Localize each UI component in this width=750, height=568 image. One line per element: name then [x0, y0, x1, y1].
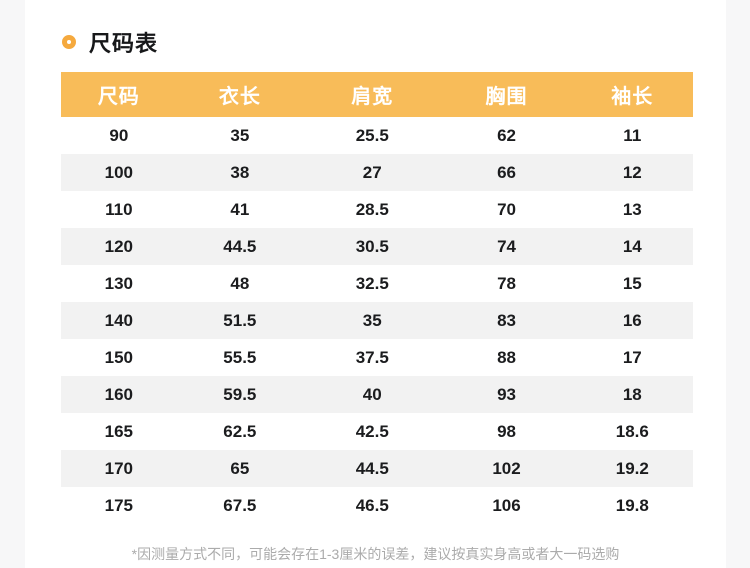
size-table: 尺码 衣长 肩宽 胸围 袖长 90 35 25.5 62 11 100 38 27 66 12 110 41 2… — [61, 72, 693, 524]
table-cell: 17 — [622, 347, 642, 367]
table-cell: 88 — [497, 347, 516, 367]
table-cell: 65 — [230, 458, 250, 478]
table-cell: 42.5 — [355, 421, 389, 441]
table-cell: 12 — [622, 162, 642, 182]
column-header: 袖长 — [611, 86, 654, 108]
table-cell: 55.5 — [223, 347, 257, 367]
measurement-note: *因测量方式不同，可能会存在1-3厘米的误差，建议按真实身高或者大一码选购 — [131, 546, 620, 562]
table-cell: 25.5 — [355, 125, 389, 145]
table-cell: 44.5 — [355, 458, 389, 478]
table-cell: 93 — [497, 384, 516, 404]
table-row: 160 59.5 40 93 18 — [61, 376, 693, 413]
table-cell: 16 — [622, 310, 642, 330]
column-header: 肩宽 — [351, 86, 394, 108]
table-cell: 30.5 — [355, 236, 389, 256]
table-row: 120 44.5 30.5 74 14 — [61, 228, 693, 265]
table-cell: 165 — [104, 421, 133, 441]
table-cell: 35 — [362, 310, 382, 330]
table-cell: 59.5 — [223, 384, 257, 404]
table-cell: 11 — [623, 125, 642, 145]
table-cell: 35 — [230, 125, 250, 145]
table-cell: 37.5 — [355, 347, 389, 367]
table-cell: 18 — [622, 384, 642, 404]
table-cell: 120 — [104, 236, 133, 256]
table-cell: 41 — [230, 199, 250, 219]
table-row: 140 51.5 35 83 16 — [61, 302, 693, 339]
table-row: 100 38 27 66 12 — [61, 154, 693, 191]
table-row: 175 67.5 46.5 106 19.8 — [61, 487, 693, 524]
table-cell: 83 — [497, 310, 516, 330]
table-cell: 170 — [104, 458, 133, 478]
table-cell: 38 — [230, 162, 250, 182]
table-cell: 90 — [109, 125, 129, 145]
table-cell: 175 — [104, 495, 133, 515]
column-header: 衣长 — [218, 86, 261, 108]
table-cell: 48 — [230, 273, 250, 293]
section-marker-icon — [62, 35, 76, 49]
table-cell: 150 — [104, 347, 133, 367]
table-cell: 78 — [497, 273, 516, 293]
table-cell: 67.5 — [223, 495, 257, 515]
table-cell: 44.5 — [223, 236, 257, 256]
table-cell: 160 — [104, 384, 133, 404]
column-header: 尺码 — [97, 86, 140, 108]
table-cell: 18.6 — [615, 421, 649, 441]
table-cell: 98 — [497, 421, 516, 441]
table-cell: 62 — [497, 125, 516, 145]
section-title: 尺码表 — [89, 31, 159, 56]
table-cell: 13 — [622, 199, 642, 219]
table-row: 90 35 25.5 62 11 — [61, 117, 693, 154]
table-header-row: 尺码 衣长 肩宽 胸围 袖长 — [61, 72, 693, 117]
table-cell: 32.5 — [355, 273, 389, 293]
table-cell: 110 — [105, 199, 133, 219]
table-cell: 74 — [497, 236, 516, 256]
table-cell: 51.5 — [223, 310, 257, 330]
table-row: 165 62.5 42.5 98 18.6 — [61, 413, 693, 450]
table-cell: 28.5 — [355, 199, 389, 219]
table-cell: 100 — [104, 162, 133, 182]
table-cell: 130 — [104, 273, 133, 293]
table-row: 150 55.5 37.5 88 17 — [61, 339, 693, 376]
table-row: 110 41 28.5 70 13 — [61, 191, 693, 228]
table-cell: 27 — [362, 162, 382, 182]
table-cell: 102 — [492, 458, 521, 478]
table-row: 170 65 44.5 102 19.2 — [61, 450, 693, 487]
table-cell: 66 — [497, 162, 516, 182]
table-cell: 14 — [622, 236, 642, 256]
table-cell: 46.5 — [355, 495, 389, 515]
table-body: 90 35 25.5 62 11 100 38 27 66 12 110 41 28.5 70 13 120 4… — [61, 117, 693, 524]
table-row: 130 48 32.5 78 15 — [61, 265, 693, 302]
table-cell: 19.8 — [615, 495, 649, 515]
table-cell: 140 — [104, 310, 133, 330]
table-cell: 15 — [622, 273, 642, 293]
table-cell: 106 — [492, 495, 521, 515]
table-cell: 62.5 — [223, 421, 257, 441]
table-cell: 19.2 — [615, 458, 649, 478]
content-panel: 尺码表 尺码 衣长 肩宽 胸围 袖长 90 35 25.5 62 11 100 38 27 66 12 11… — [25, 0, 726, 568]
column-header: 胸围 — [485, 86, 528, 108]
table-cell: 70 — [497, 199, 516, 219]
table-cell: 40 — [362, 384, 382, 404]
section-header: 尺码表 — [62, 26, 158, 58]
